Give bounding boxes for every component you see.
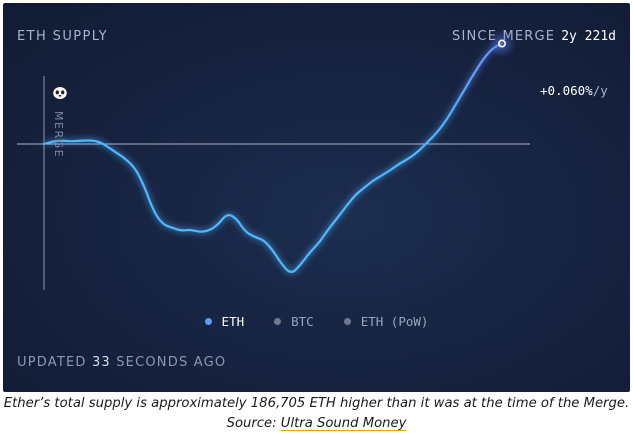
merge-label: MERGE: [52, 111, 65, 159]
source-link[interactable]: Ultra Sound Money: [280, 416, 407, 431]
updated-seconds: 33: [91, 355, 111, 370]
panda-icon: [53, 85, 67, 99]
legend: ETH BTC ETH (PoW): [3, 314, 630, 329]
updated-prefix: UPDATED: [17, 355, 87, 370]
eth-supply-card: ETH SUPPLY SINCE MERGE 2y 221d: [3, 3, 630, 392]
supply-rate: +0.060%/y: [540, 83, 608, 98]
legend-label-eth: ETH: [221, 314, 245, 329]
legend-dot-eth-pow: [343, 318, 351, 325]
legend-item-eth-pow[interactable]: ETH (PoW): [343, 314, 429, 329]
figure-caption: Ether’s total supply is approximately 18…: [0, 394, 633, 434]
legend-dot-btc: [274, 318, 282, 325]
series-line-eth: [43, 42, 504, 273]
since-merge-value: 2y 221d: [561, 29, 616, 44]
chart-title: ETH SUPPLY: [17, 29, 108, 44]
caption-text: Ether’s total supply is approximately 18…: [3, 396, 630, 431]
legend-label-btc: BTC: [291, 314, 314, 329]
updated-status: UPDATED 33 SECONDS AGO: [17, 355, 226, 370]
supply-rate-value: +0.060%: [540, 83, 593, 98]
updated-suffix: SECONDS AGO: [116, 355, 227, 370]
legend-dot-eth: [204, 318, 212, 325]
legend-label-eth-pow: ETH (PoW): [360, 314, 429, 329]
supply-chart: [17, 29, 530, 290]
end-point-marker[interactable]: [497, 39, 506, 48]
legend-item-btc[interactable]: BTC: [274, 314, 314, 329]
supply-rate-unit: /y: [592, 83, 608, 98]
end-point-halo: [488, 29, 516, 58]
legend-item-eth[interactable]: ETH: [204, 314, 245, 329]
